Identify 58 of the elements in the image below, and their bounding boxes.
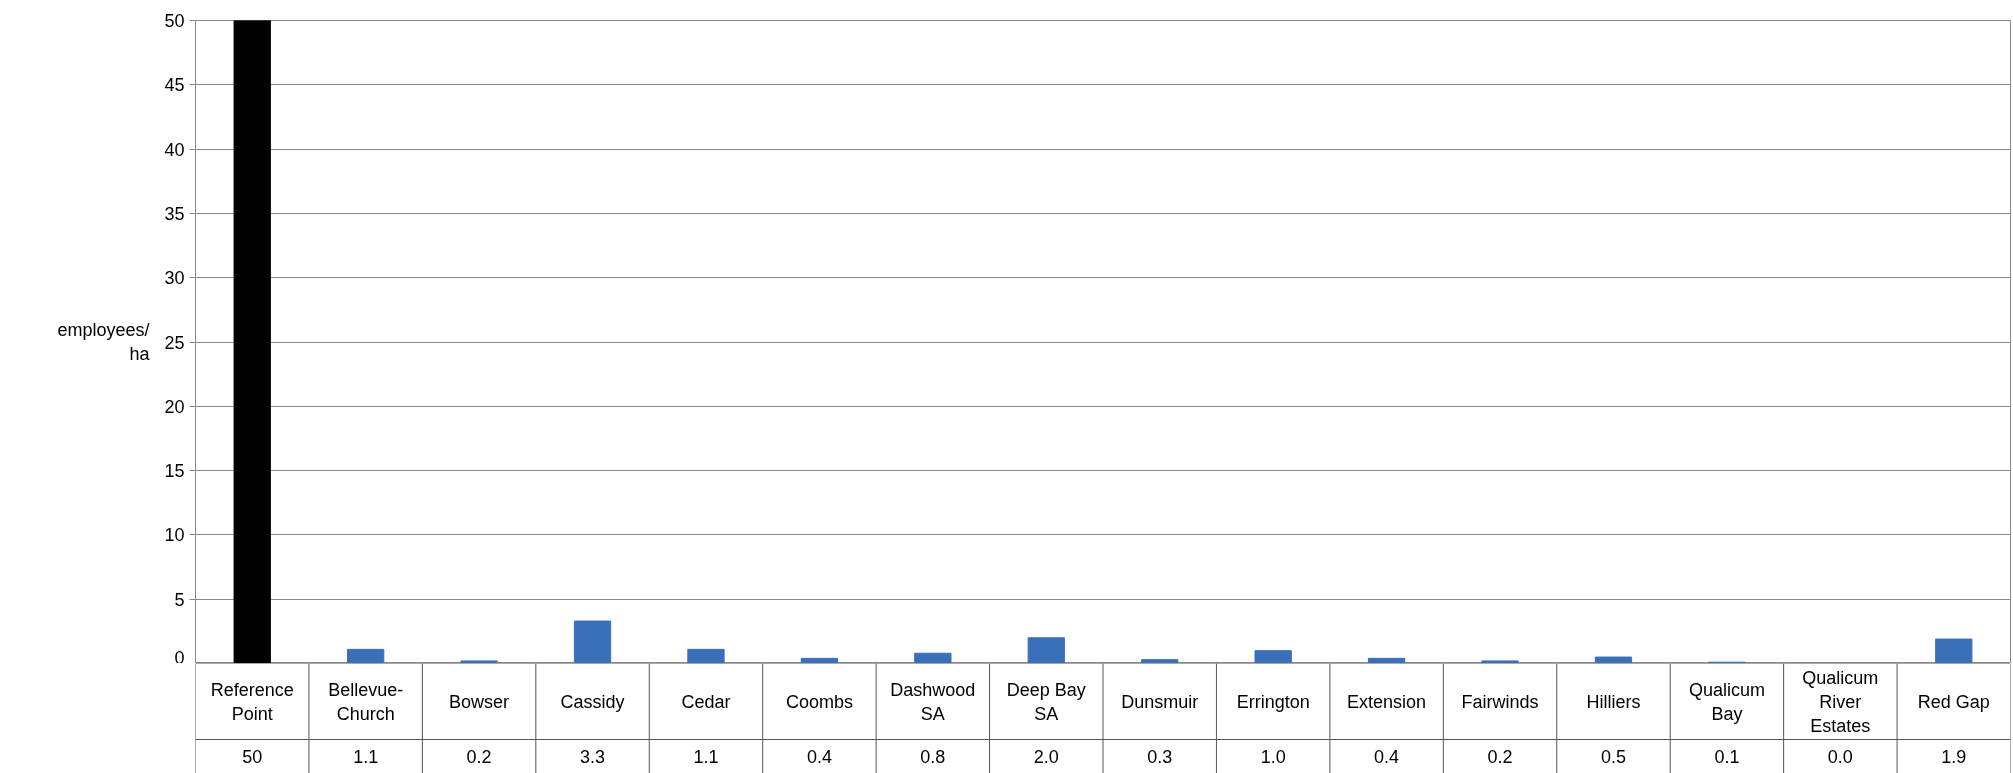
data-label: 1.1 — [353, 747, 379, 767]
x-tick-label: Coombs — [785, 691, 853, 712]
data-label: 0.4 — [806, 747, 832, 767]
data-label: 0.4 — [1374, 747, 1400, 767]
y-axis-title: employees/ha — [57, 320, 151, 364]
x-tick-label: Errington — [1236, 691, 1310, 712]
y-tick-label: 25 — [164, 332, 185, 353]
bar — [800, 657, 839, 663]
bar — [233, 20, 271, 663]
bar — [573, 620, 612, 663]
data-label: 0.5 — [1600, 747, 1626, 767]
x-tick-label: Cassidy — [560, 691, 625, 712]
bar — [1594, 656, 1633, 663]
data-label: 0.2 — [466, 747, 492, 767]
x-tick-label: Deep Bay SA — [1006, 679, 1086, 724]
x-tick-label: Red Gap — [1917, 691, 1990, 712]
bar — [1367, 657, 1406, 663]
bar — [347, 648, 385, 663]
x-tick-label: Bellevue-Church — [328, 679, 404, 724]
bar — [914, 652, 952, 663]
data-label: 50 — [242, 747, 263, 767]
x-tick-label: Hilliers — [1586, 691, 1641, 712]
x-tick-label: Bowser — [449, 691, 510, 712]
x-tick-label: Fairwinds — [1461, 691, 1539, 712]
data-label: 1.9 — [1941, 747, 1967, 767]
x-tick-label: Qualicum Bay — [1688, 679, 1765, 724]
x-tick-label: Cedar — [681, 691, 731, 712]
y-tick-label: 5 — [174, 589, 185, 610]
data-label: 0.3 — [1147, 747, 1173, 767]
y-tick-label: 40 — [164, 139, 185, 160]
bar — [1027, 637, 1065, 663]
data-label: 0.0 — [1827, 747, 1853, 767]
bar — [1481, 660, 1519, 663]
y-tick-label: 45 — [164, 75, 185, 96]
data-label: 0.2 — [1487, 747, 1513, 767]
y-tick-label: 20 — [164, 396, 185, 417]
x-tick-label: Qualicum River Estates — [1802, 667, 1879, 736]
data-label: 3.3 — [580, 747, 606, 767]
bar — [1141, 659, 1179, 663]
x-tick-label: Reference Point — [210, 679, 294, 724]
x-tick-label: Dashwood SA — [890, 679, 976, 724]
y-tick-label: 30 — [164, 268, 185, 289]
x-tick-label: Extension — [1347, 691, 1427, 712]
y-tick-label: 0 — [174, 647, 185, 668]
data-label: 2.0 — [1033, 747, 1059, 767]
y-tick-label: 15 — [164, 461, 185, 482]
x-tick-label: Dunsmuir — [1121, 691, 1199, 712]
y-tick-label: 35 — [164, 203, 185, 224]
y-tick-label: 10 — [164, 525, 185, 546]
y-tick-label: 50 — [164, 11, 185, 31]
bar — [687, 648, 725, 663]
data-label: 1.0 — [1260, 747, 1286, 767]
bar — [460, 660, 498, 663]
data-label: 0.1 — [1714, 747, 1740, 767]
bar — [1935, 638, 1973, 663]
data-label: 1.1 — [693, 747, 719, 767]
bar — [1254, 650, 1292, 663]
data-label: 0.8 — [920, 747, 946, 767]
